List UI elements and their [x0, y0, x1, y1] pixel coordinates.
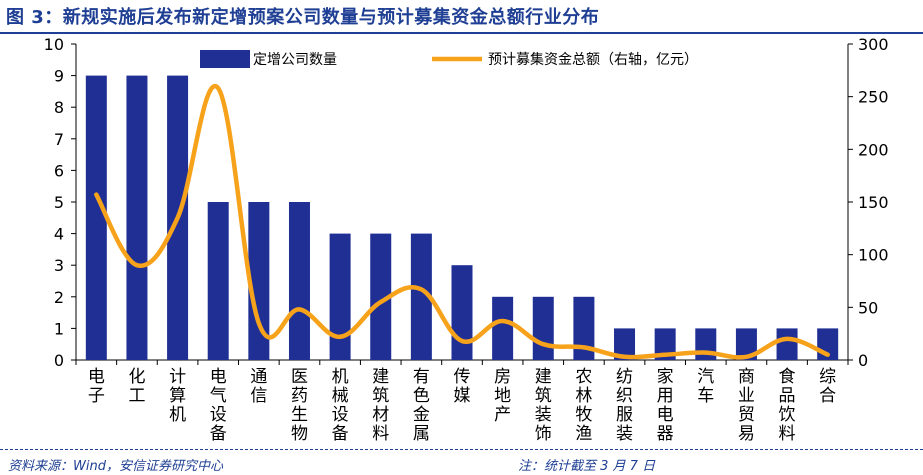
bar — [329, 233, 351, 360]
bar — [288, 202, 310, 360]
bar — [126, 75, 148, 360]
bar — [85, 75, 107, 360]
x-tick-label: 家用电器 — [657, 367, 674, 444]
bar — [248, 202, 270, 360]
bar — [207, 202, 229, 360]
x-tick-label: 电子 — [88, 367, 105, 406]
x-tick-label: 医药生物 — [291, 367, 308, 444]
bar — [532, 296, 554, 360]
y-right-tick-label: 0 — [858, 351, 868, 370]
y-right-tick-label: 200 — [858, 140, 889, 159]
x-tick-label: 综合 — [819, 367, 836, 406]
y-left-tick-label: 4 — [54, 225, 64, 244]
y-left-tick-label: 3 — [54, 256, 64, 275]
y-right-tick-label: 100 — [858, 246, 889, 265]
x-tick-label: 建筑材料 — [372, 367, 389, 444]
bar — [451, 265, 473, 360]
x-tick-label: 汽车 — [697, 367, 714, 406]
figure-title: 图 3：新规实施后发布新定增预案公司数量与预计募集资金总额行业分布 — [6, 7, 600, 28]
title-bar: 图 3：新规实施后发布新定增预案公司数量与预计募集资金总额行业分布 — [0, 0, 923, 30]
x-tick-label: 机械设备 — [332, 367, 349, 444]
legend-bar-swatch — [200, 50, 250, 68]
y-left-tick-label: 6 — [54, 161, 64, 180]
bar — [370, 233, 392, 360]
y-left-tick-label: 8 — [54, 98, 64, 117]
x-tick-label: 食品饮料 — [779, 367, 796, 444]
title-rule — [0, 32, 923, 34]
bar — [776, 328, 798, 360]
x-tick-label: 电气设备 — [210, 367, 227, 444]
x-tick-label: 有色金属 — [413, 367, 430, 444]
bar — [654, 328, 676, 360]
y-right-tick-label: 300 — [858, 35, 889, 54]
bar — [410, 233, 432, 360]
y-left-tick-label: 1 — [54, 319, 64, 338]
legend-line-label: 预计募集资金总额（右轴，亿元） — [488, 51, 698, 68]
x-tick-label: 计算机 — [169, 367, 186, 425]
line-series — [94, 83, 830, 360]
y-left-tick-label: 2 — [54, 288, 64, 307]
date-note: 注：统计截至 3 月 7 日 — [518, 459, 656, 474]
bar — [573, 296, 595, 360]
footer-rule — [0, 449, 923, 450]
x-tick-label: 传媒 — [454, 367, 471, 406]
y-right-tick-label: 250 — [858, 88, 889, 107]
bar — [735, 328, 757, 360]
x-tick-label: 农林牧渔 — [575, 367, 592, 444]
y-left-tick-label: 7 — [54, 130, 64, 149]
x-tick-label: 纺织服装 — [616, 367, 633, 444]
legend: 定增公司数量 预计募集资金总额（右轴，亿元） — [200, 50, 698, 68]
y-left-tick-label: 10 — [44, 35, 64, 54]
bar — [492, 296, 514, 360]
y-left-tick-label: 9 — [54, 67, 64, 86]
x-tick-label: 房地产 — [494, 367, 511, 425]
y-right-tick-label: 150 — [858, 193, 889, 212]
y-left-tick-label: 5 — [54, 193, 64, 212]
source-note: 资料来源：Wind，安信证券研究中心 — [8, 459, 223, 474]
bar-series — [85, 75, 839, 360]
x-tick-label: 化工 — [128, 367, 145, 406]
legend-bar-label: 定增公司数量 — [253, 52, 337, 68]
x-tick-label: 通信 — [250, 367, 267, 406]
bar — [614, 328, 636, 360]
y-left-tick-label: 0 — [54, 351, 64, 370]
chart-area: 0 1 2 3 4 5 6 7 8 9 10 0 50 100 150 200 250 300 电子 化工 计算机 电气… — [0, 34, 923, 449]
y-right-tick-label: 50 — [858, 298, 878, 317]
x-tick-label: 商业贸易 — [738, 367, 755, 444]
x-tick-label: 建筑装饰 — [535, 367, 552, 444]
